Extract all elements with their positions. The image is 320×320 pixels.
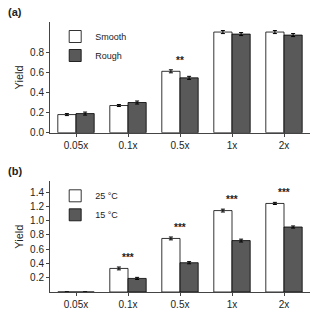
svg-text:0.2: 0.2 bbox=[30, 272, 44, 283]
svg-text:1.4: 1.4 bbox=[30, 187, 44, 198]
svg-text:***: *** bbox=[122, 252, 134, 263]
svg-text:1x: 1x bbox=[227, 299, 238, 310]
svg-text:0.1x: 0.1x bbox=[119, 299, 138, 310]
svg-text:0.6: 0.6 bbox=[30, 244, 44, 255]
svg-text:1.2: 1.2 bbox=[30, 201, 44, 212]
svg-text:Rough: Rough bbox=[95, 51, 122, 61]
svg-text:2x: 2x bbox=[279, 299, 290, 310]
svg-text:***: *** bbox=[174, 222, 186, 233]
svg-text:0.05x: 0.05x bbox=[64, 140, 88, 151]
svg-text:0.4: 0.4 bbox=[30, 87, 44, 98]
svg-text:Yield: Yield bbox=[13, 225, 25, 249]
svg-text:1.0: 1.0 bbox=[30, 215, 44, 226]
svg-text:0.0: 0.0 bbox=[30, 127, 44, 138]
svg-text:1x: 1x bbox=[227, 140, 238, 151]
svg-text:0.5x: 0.5x bbox=[171, 299, 190, 310]
svg-text:0.6: 0.6 bbox=[30, 67, 44, 78]
svg-text:**: ** bbox=[176, 55, 184, 66]
svg-text:(a): (a) bbox=[8, 6, 22, 18]
svg-text:25 °C: 25 °C bbox=[95, 191, 118, 201]
svg-text:0.05x: 0.05x bbox=[64, 299, 88, 310]
svg-text:2x: 2x bbox=[279, 140, 290, 151]
svg-text:***: *** bbox=[226, 194, 238, 205]
svg-text:0.5x: 0.5x bbox=[171, 140, 190, 151]
svg-text:Yield: Yield bbox=[13, 65, 25, 89]
svg-text:***: *** bbox=[278, 187, 290, 198]
svg-text:15 °C: 15 °C bbox=[95, 210, 118, 220]
svg-text:0.8: 0.8 bbox=[30, 229, 44, 240]
svg-text:Smooth: Smooth bbox=[95, 32, 126, 42]
svg-text:0.2: 0.2 bbox=[30, 107, 44, 118]
svg-text:0.4: 0.4 bbox=[30, 258, 44, 269]
svg-text:0.8: 0.8 bbox=[30, 47, 44, 58]
svg-text:(b): (b) bbox=[8, 165, 22, 177]
svg-text:0.1x: 0.1x bbox=[119, 140, 138, 151]
